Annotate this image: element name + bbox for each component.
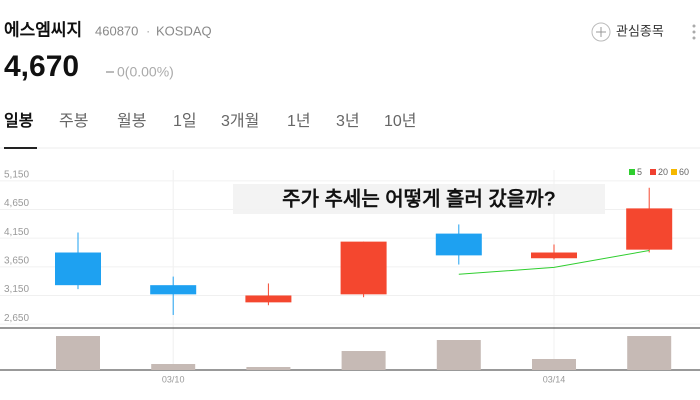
volume-bar [246,367,291,370]
candle-body [150,285,197,295]
change: 0(0.00%) [117,64,174,80]
legend-label: 5 [637,167,642,177]
candle-body [340,241,387,295]
volume-bar [627,336,672,370]
legend-swatch [629,169,635,175]
watch-button[interactable]: 관심종목 [591,22,664,42]
separator-dot: · [146,23,150,38]
volume-bar [151,364,196,370]
candle-body [626,208,673,250]
volume-bar [341,351,386,370]
y-tick-label: 4,150 [4,227,29,238]
stock-code: 460870 [95,23,138,38]
y-tick-label: 3,150 [4,284,29,295]
x-tick-label: 03/14 [543,374,566,384]
tab[interactable]: 월봉 [117,112,146,130]
plus-icon [591,22,611,42]
volume-bar [532,359,576,370]
chart: 2,650 3,150 3,650 4,150 4,650 5,150 03/10 03/14… [0,167,700,384]
watch-label: 관심종목 [616,23,664,38]
tab[interactable]: 1일 [173,112,197,130]
candle-body [245,295,292,303]
tab[interactable]: 3년 [336,112,360,130]
legend-label: 60 [679,167,689,177]
legend-swatch [671,169,677,175]
legend-swatch [650,169,656,175]
annotation-bg [233,184,605,214]
more-icon[interactable] [692,24,696,40]
tab[interactable]: 일봉 [4,112,34,130]
market: KOSDAQ [156,23,212,38]
y-tick-label: 4,650 [4,198,29,209]
x-tick-label: 03/10 [162,374,185,384]
plus-sign [596,27,606,37]
y-tick-label: 3,650 [4,255,29,266]
price: 4,670 [4,50,79,83]
candle-body [55,252,101,286]
volume-bar [56,336,100,370]
tab[interactable]: 10년 [384,112,417,130]
y-tick-label: 5,150 [4,170,29,181]
stock-name: 에스엠씨지 [4,20,82,39]
tabs: 일봉 주봉 월봉 1일 3개월 1년 3년 10년 [4,112,417,130]
candle-body [531,252,577,259]
volume-bar [436,340,481,370]
tab[interactable]: 1년 [287,112,311,130]
tab[interactable]: 주봉 [59,113,88,130]
annotation: 주가 추세는 어떻게 흘러 갔을까? [282,186,556,210]
candle-body [435,233,482,256]
legend-label: 20 [658,167,668,177]
moving-average-line [458,250,650,275]
y-tick-label: 2,650 [4,313,29,324]
tab[interactable]: 3개월 [221,112,259,130]
